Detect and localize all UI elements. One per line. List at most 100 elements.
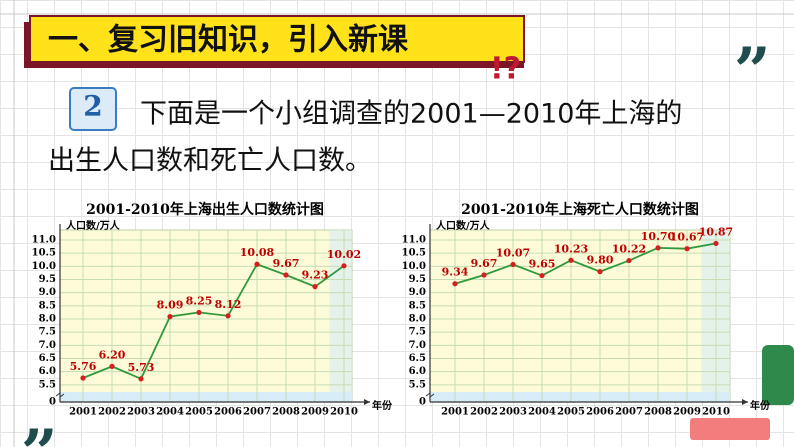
x-tick-label: 2004 bbox=[156, 407, 184, 418]
x-arrow bbox=[364, 399, 370, 405]
y-tick-label: 7.0 bbox=[39, 340, 56, 351]
quote-mark: „ bbox=[735, 0, 772, 73]
chart-title: 2001-2010年上海出生人口数统计图 bbox=[86, 201, 324, 218]
problem-text: 下面是一个小组调查的2001—2010年上海的 bbox=[140, 99, 682, 130]
banner bbox=[29, 15, 525, 63]
data-label: 9.80 bbox=[587, 254, 614, 267]
marker bbox=[80, 375, 86, 381]
y-tick-label: 7.0 bbox=[409, 340, 426, 351]
data-label: 9.34 bbox=[442, 266, 469, 279]
plot-area bbox=[429, 229, 731, 403]
y-tick-label: 8.0 bbox=[409, 314, 426, 325]
data-label: 8.25 bbox=[186, 294, 213, 307]
x-tick-label: 2007 bbox=[243, 407, 271, 418]
plot-band bbox=[430, 392, 730, 402]
y-tick-label: 0 bbox=[419, 397, 426, 408]
y-tick-label: 9.5 bbox=[409, 274, 426, 285]
x-tick-label: 2001 bbox=[69, 407, 97, 418]
x-tick-label: 2010 bbox=[330, 407, 358, 418]
marker bbox=[138, 376, 144, 382]
x-tick-label: 2005 bbox=[185, 407, 213, 418]
data-label: 5.73 bbox=[128, 361, 155, 374]
x-tick-label: 2003 bbox=[499, 407, 527, 418]
y-tick-label: 10.5 bbox=[32, 248, 56, 259]
x-tick-label: 2009 bbox=[301, 407, 329, 418]
x-tick-label: 2002 bbox=[470, 407, 498, 418]
marker bbox=[713, 240, 719, 247]
marker bbox=[254, 261, 260, 267]
y-tick-label: 6.0 bbox=[39, 366, 56, 377]
data-label: 9.67 bbox=[471, 257, 498, 270]
y-tick-label: 6.5 bbox=[409, 353, 426, 364]
data-label: 10.07 bbox=[496, 246, 530, 259]
y-tick-label: 11.0 bbox=[32, 235, 56, 246]
marker bbox=[510, 261, 516, 268]
y-tick-label: 9.5 bbox=[39, 274, 56, 285]
marker bbox=[597, 269, 603, 275]
data-label: 9.67 bbox=[273, 257, 300, 270]
x-tick-label: 2008 bbox=[272, 407, 300, 418]
x-axis-label: 年份 bbox=[372, 399, 393, 412]
x-tick-label: 2001 bbox=[441, 407, 469, 418]
marker bbox=[684, 246, 690, 252]
marker bbox=[196, 309, 202, 316]
data-label: 9.23 bbox=[302, 269, 329, 282]
data-label: 10.87 bbox=[699, 225, 733, 238]
quote-mark: „ bbox=[22, 380, 59, 447]
x-axis-label: 年份 bbox=[750, 399, 771, 412]
y-tick-label: 6.5 bbox=[39, 353, 56, 364]
axis-break bbox=[425, 392, 435, 398]
banner-title: 一、复习旧知识，引入新课 bbox=[48, 23, 409, 58]
marker bbox=[341, 263, 347, 269]
data-label: 6.20 bbox=[99, 348, 126, 361]
decoration bbox=[690, 418, 770, 440]
data-label: 10.08 bbox=[240, 246, 275, 259]
marker bbox=[452, 281, 458, 287]
y-tick-label: 0 bbox=[49, 397, 56, 408]
data-label: 10.70 bbox=[641, 230, 676, 243]
data-label: 10.23 bbox=[554, 242, 588, 255]
marker bbox=[283, 272, 289, 278]
problem-number: 2 bbox=[83, 90, 102, 123]
chart-title: 2001-2010年上海死亡人口数统计图 bbox=[461, 201, 699, 218]
x-tick-label: 2002 bbox=[98, 407, 126, 418]
y-axis-label: 人口数/万人 bbox=[436, 219, 491, 232]
line bbox=[82, 263, 345, 380]
x-tick-label: 2004 bbox=[528, 407, 556, 418]
y-axis-label: 人口数/万人 bbox=[66, 219, 121, 232]
x-tick-label: 2008 bbox=[644, 407, 672, 418]
data-label: 5.76 bbox=[70, 360, 97, 373]
marker bbox=[626, 257, 632, 264]
marker bbox=[655, 245, 661, 251]
y-tick-label: 9.0 bbox=[39, 287, 56, 298]
x-tick-label: 2006 bbox=[214, 407, 242, 418]
marker bbox=[568, 257, 574, 263]
y-tick-label: 8.5 bbox=[39, 300, 56, 311]
data-label: 8.09 bbox=[157, 299, 184, 312]
y-tick-label: 10.0 bbox=[402, 261, 426, 272]
exclaim-icon: !? bbox=[490, 52, 521, 87]
line bbox=[454, 242, 717, 285]
y-tick-label: 9.0 bbox=[409, 287, 426, 298]
data-label: 8.12 bbox=[215, 298, 242, 311]
marker bbox=[481, 272, 487, 278]
marker bbox=[167, 314, 173, 320]
x-tick-label: 2010 bbox=[702, 407, 730, 418]
y-tick-label: 6.0 bbox=[409, 366, 426, 377]
data-label: 10.02 bbox=[327, 248, 361, 261]
data-label: 9.65 bbox=[529, 258, 556, 271]
data-label: 10.22 bbox=[612, 243, 646, 256]
marker bbox=[539, 272, 545, 279]
x-tick-label: 2009 bbox=[673, 407, 701, 418]
y-tick-label: 5.5 bbox=[409, 379, 426, 390]
marker bbox=[312, 284, 318, 290]
y-tick-label: 7.5 bbox=[39, 327, 56, 338]
marker bbox=[109, 363, 115, 369]
y-tick-label: 10.5 bbox=[402, 248, 426, 259]
axis-break bbox=[55, 392, 65, 398]
marker bbox=[225, 313, 231, 319]
x-tick-label: 2003 bbox=[127, 407, 155, 418]
y-tick-label: 5.5 bbox=[39, 379, 56, 390]
